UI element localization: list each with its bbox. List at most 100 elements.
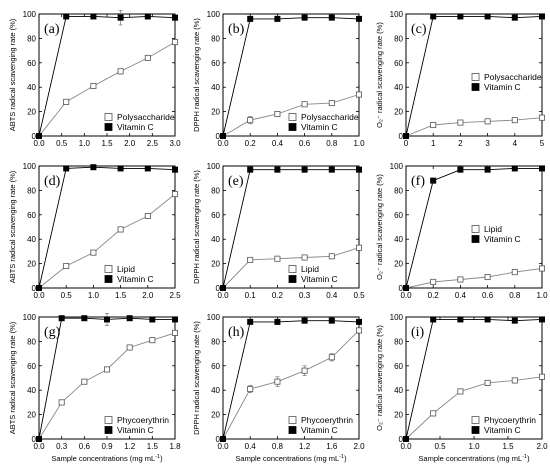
- y-tick-label: 60: [211, 59, 220, 68]
- legend-marker: [471, 426, 480, 434]
- legend-label: Vitamin C: [301, 425, 338, 435]
- y-tick-label: 100: [23, 162, 37, 171]
- x-axis-label: Sample concentrations (mg mL-1): [51, 454, 163, 463]
- data-point: [430, 177, 437, 184]
- legend-marker: [288, 426, 297, 434]
- y-tick-label: 80: [394, 337, 403, 346]
- data-point: [58, 315, 65, 322]
- legend-label: Vitamin C: [484, 234, 521, 244]
- y-tick-label: 20: [211, 411, 220, 420]
- y-tick-label: 0: [216, 284, 221, 293]
- x-tick-label: 0.0: [400, 442, 412, 451]
- data-point: [171, 191, 178, 198]
- data-point: [144, 54, 151, 61]
- legend-label: Vitamin C: [301, 122, 338, 132]
- y-tick-label: 40: [394, 386, 403, 395]
- data-point: [104, 366, 111, 373]
- series-line: [222, 330, 360, 440]
- y-tick-label: 40: [394, 83, 403, 92]
- legend-marker: [288, 416, 297, 424]
- y-tick-label: 0: [399, 284, 404, 293]
- y-tick-label: 80: [394, 34, 403, 43]
- data-point: [219, 435, 226, 442]
- legend-marker: [104, 275, 113, 283]
- x-tick-label: 0: [404, 139, 409, 148]
- x-tick-label: 0.1: [245, 291, 257, 300]
- legend-label: Phycoerythrin: [301, 415, 353, 425]
- data-point: [171, 39, 178, 46]
- plot-frame: [222, 13, 360, 137]
- data-point: [328, 14, 335, 21]
- legend-label: Vitamin C: [301, 274, 338, 284]
- data-point: [457, 166, 464, 173]
- y-tick-label: 100: [390, 313, 404, 322]
- y-tick-label: 40: [211, 386, 220, 395]
- x-tick-label: 1.0: [79, 139, 91, 148]
- x-axis-label: Sample concentrations (mg mL-1): [235, 454, 347, 463]
- y-tick-label: 80: [27, 186, 36, 195]
- legend-marker: [104, 123, 113, 131]
- y-tick-label: 80: [27, 34, 36, 43]
- data-point: [484, 13, 491, 20]
- data-point: [171, 14, 178, 21]
- data-point: [539, 316, 546, 323]
- chart-panel: 0 1 2 3 4 5 0 20 40 60 80 100 O₂⁻ radical scavenging…: [375, 10, 546, 148]
- data-point: [355, 318, 362, 325]
- data-point: [90, 82, 97, 89]
- data-point: [511, 117, 518, 124]
- y-tick-label: 80: [211, 186, 220, 195]
- y-axis-label: O₂⁻ radical scavenging rate (%): [375, 22, 384, 128]
- panel-label: (e): [228, 174, 244, 189]
- data-point: [457, 388, 464, 395]
- x-tick-label: 0.6: [79, 442, 91, 451]
- y-axis-label: ABTS radical scavenging rate (%): [8, 321, 17, 434]
- data-point: [484, 274, 491, 281]
- plot-frame: [222, 316, 360, 440]
- data-point: [126, 344, 133, 351]
- y-tick-label: 20: [27, 411, 36, 420]
- y-tick-label: 100: [23, 10, 37, 19]
- data-point: [328, 317, 335, 324]
- y-tick-label: 40: [27, 235, 36, 244]
- y-tick-label: 0: [32, 132, 37, 141]
- x-tick-label: 0.8: [326, 139, 338, 148]
- panel-label: (h): [228, 325, 245, 340]
- data-point: [247, 256, 254, 263]
- data-point: [81, 378, 88, 385]
- data-point: [36, 435, 43, 442]
- legend-label: Lipid: [301, 264, 319, 274]
- data-point: [219, 284, 226, 291]
- data-point: [301, 317, 308, 324]
- legend-marker: [104, 426, 113, 434]
- data-point: [355, 166, 362, 173]
- chart-panel: 0.0 0.2 0.4 0.6 0.8 1.0 0 20 40 60 80 100 DPPH radic…: [192, 10, 365, 148]
- panel-label: (f): [411, 174, 425, 189]
- series-line: [405, 318, 543, 440]
- panel-label: (a): [44, 22, 60, 37]
- series-line: [222, 17, 360, 137]
- plot-frame: [222, 165, 360, 289]
- legend-marker: [104, 265, 113, 273]
- y-tick-label: 60: [394, 59, 403, 68]
- y-tick-label: 0: [216, 132, 221, 141]
- x-tick-label: 5: [540, 139, 545, 148]
- data-point: [171, 316, 178, 323]
- data-point: [58, 399, 65, 406]
- x-tick-label: 0.6: [299, 139, 311, 148]
- y-tick-label: 0: [399, 132, 404, 141]
- x-tick-label: 2.0: [142, 291, 154, 300]
- data-point: [328, 166, 335, 173]
- y-axis-label: ABTS radical scavenging rate (%): [8, 18, 17, 131]
- y-tick-label: 20: [211, 260, 220, 269]
- chart-panel: 0.0 0.5 1.0 1.5 2.0 2.5 3.0 0 20 40 60 80 100 ABTS ra…: [8, 9, 181, 148]
- plot-frame: [405, 165, 543, 289]
- y-axis-label: DPPH radical scavenging rate (%): [192, 170, 201, 284]
- x-tick-label: 3: [485, 139, 490, 148]
- x-tick-label: 3.0: [169, 139, 181, 148]
- series-line: [38, 15, 176, 137]
- data-point: [81, 315, 88, 322]
- x-tick-label: 0.3: [56, 442, 68, 451]
- x-tick-label: 0.8: [509, 291, 521, 300]
- series-line: [38, 166, 176, 289]
- chart-panel: 0.0 0.5 1.0 1.5 2.0 2.5 0 20 40 60 80 100 ABTS radic…: [8, 162, 181, 300]
